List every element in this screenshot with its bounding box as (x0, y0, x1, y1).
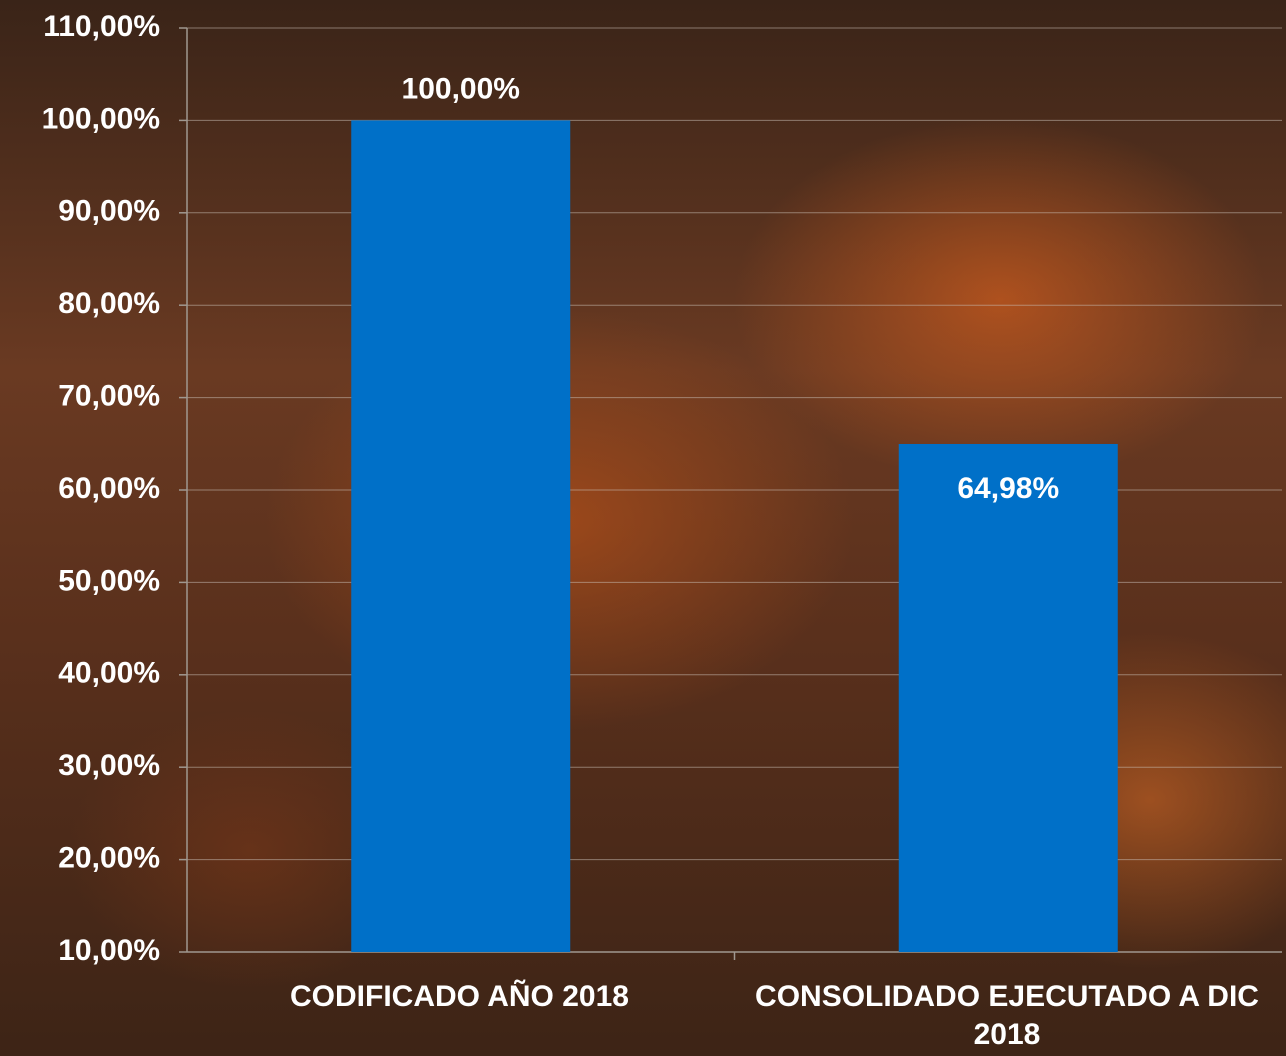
y-tick-label: 80,00% (58, 287, 160, 320)
y-tick-label: 70,00% (58, 380, 160, 413)
chart: 10,00% 20,00% 30,00% 40,00% 50,00% 60,00% 70,0… (0, 0, 1286, 1056)
chart-page: 10,00% 20,00% 30,00% 40,00% 50,00% 60,00% 70,0… (0, 0, 1286, 1056)
y-tick-label: 50,00% (58, 564, 160, 597)
x-tick-label: CODIFICADO AÑO 2018 (187, 978, 732, 1016)
y-tick-label: 30,00% (58, 749, 160, 782)
bar (351, 120, 570, 952)
y-tick-label: 20,00% (58, 842, 160, 875)
data-label: 64,98% (957, 472, 1059, 505)
data-label: 100,00% (402, 72, 520, 105)
y-tick-label: 90,00% (58, 195, 160, 228)
y-tick-label: 40,00% (58, 657, 160, 690)
y-tick-label: 10,00% (58, 934, 160, 967)
x-tick-label: CONSOLIDADO EJECUTADO A DIC 2018 (735, 978, 1280, 1054)
bar (899, 444, 1118, 952)
y-tick-label: 60,00% (58, 472, 160, 505)
y-tick-label: 110,00% (43, 10, 160, 43)
y-tick-label: 100,00% (42, 102, 160, 135)
